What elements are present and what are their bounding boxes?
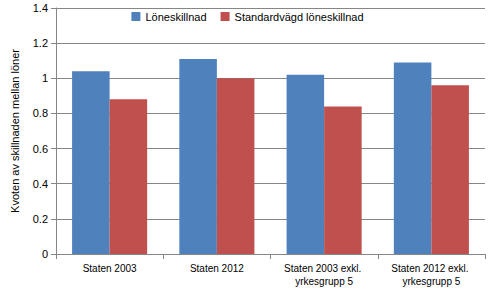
svg-text:0.2: 0.2 [33,213,48,225]
svg-text:Löneskillnad: Löneskillnad [145,11,206,23]
svg-text:Staten 2003: Staten 2003 [83,263,137,274]
svg-text:1: 1 [42,72,48,84]
svg-text:0.8: 0.8 [33,107,48,119]
svg-text:yrkesgrupp 5: yrkesgrupp 5 [402,276,460,287]
svg-text:Kvoten av skillnaden mellan lö: Kvoten av skillnaden mellan löner [9,49,21,213]
svg-text:0.6: 0.6 [33,143,48,155]
svg-text:yrkesgrupp 5: yrkesgrupp 5 [295,276,353,287]
svg-text:0: 0 [42,248,48,260]
svg-text:1.4: 1.4 [33,2,48,14]
svg-text:Staten 2012 exkl.: Staten 2012 exkl. [391,263,471,274]
svg-text:Staten 2012: Staten 2012 [190,263,244,274]
svg-text:Staten 2003 exkl.: Staten 2003 exkl. [284,263,364,274]
svg-text:0.4: 0.4 [33,178,48,190]
svg-text:Standardvägd löneskillnad: Standardvägd löneskillnad [235,11,364,23]
svg-text:1.2: 1.2 [33,37,48,49]
